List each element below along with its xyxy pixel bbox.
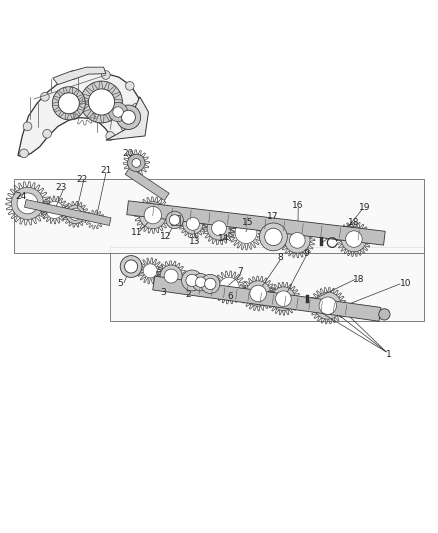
Circle shape — [41, 92, 49, 101]
Text: 18: 18 — [353, 275, 364, 284]
Circle shape — [46, 201, 63, 219]
Text: 10: 10 — [400, 279, 412, 288]
Text: 8: 8 — [277, 253, 283, 262]
Circle shape — [250, 285, 266, 302]
Text: 3: 3 — [160, 288, 166, 297]
Circle shape — [186, 274, 198, 287]
Circle shape — [106, 132, 115, 140]
Text: 20: 20 — [122, 149, 133, 158]
Circle shape — [205, 278, 216, 289]
Circle shape — [120, 256, 142, 277]
Circle shape — [235, 222, 257, 244]
Bar — [321, 237, 323, 246]
Circle shape — [17, 193, 38, 214]
Circle shape — [219, 277, 239, 297]
Text: 17: 17 — [267, 212, 278, 221]
Circle shape — [116, 105, 141, 130]
Circle shape — [182, 270, 202, 291]
Circle shape — [160, 265, 182, 287]
Circle shape — [81, 81, 122, 123]
Circle shape — [164, 269, 178, 283]
Circle shape — [201, 274, 220, 294]
Text: 24: 24 — [16, 192, 27, 201]
Text: 22: 22 — [77, 175, 88, 184]
Circle shape — [113, 107, 123, 117]
Circle shape — [170, 215, 180, 225]
Polygon shape — [110, 247, 424, 321]
Text: 18: 18 — [348, 219, 360, 228]
Circle shape — [20, 149, 28, 158]
Circle shape — [69, 71, 78, 79]
Circle shape — [66, 205, 85, 223]
Circle shape — [166, 211, 184, 229]
Polygon shape — [127, 201, 385, 245]
Circle shape — [121, 123, 130, 132]
Circle shape — [285, 228, 310, 253]
Circle shape — [314, 292, 341, 319]
Text: 5: 5 — [117, 279, 123, 288]
Polygon shape — [125, 167, 169, 200]
Text: 2: 2 — [186, 290, 191, 300]
Circle shape — [143, 264, 157, 278]
Circle shape — [276, 291, 291, 306]
Text: 13: 13 — [189, 237, 201, 246]
Polygon shape — [106, 97, 148, 140]
Polygon shape — [14, 180, 424, 254]
Circle shape — [272, 287, 295, 311]
Circle shape — [183, 214, 203, 234]
Circle shape — [192, 273, 209, 291]
Circle shape — [265, 228, 282, 246]
Polygon shape — [53, 67, 106, 85]
Circle shape — [144, 206, 162, 224]
Text: 12: 12 — [160, 232, 172, 241]
Text: 23: 23 — [56, 183, 67, 192]
Circle shape — [121, 110, 135, 124]
Circle shape — [246, 281, 271, 306]
Circle shape — [290, 232, 305, 248]
Text: 7: 7 — [237, 267, 243, 276]
Circle shape — [102, 71, 110, 79]
Circle shape — [259, 223, 287, 251]
Circle shape — [69, 208, 81, 220]
Bar — [171, 215, 180, 225]
Text: 1: 1 — [386, 350, 392, 359]
Text: 19: 19 — [359, 203, 371, 212]
Circle shape — [109, 102, 127, 122]
Circle shape — [207, 216, 231, 240]
Text: 15: 15 — [242, 219, 254, 228]
Text: 11: 11 — [131, 228, 142, 237]
Circle shape — [319, 297, 336, 314]
Circle shape — [23, 122, 32, 131]
Circle shape — [195, 277, 206, 287]
Circle shape — [346, 231, 362, 247]
Circle shape — [11, 188, 43, 220]
Text: 16: 16 — [292, 201, 303, 210]
Bar — [306, 295, 309, 303]
Circle shape — [58, 93, 79, 114]
Circle shape — [43, 130, 51, 138]
Text: 21: 21 — [100, 166, 112, 175]
Circle shape — [132, 103, 141, 112]
Circle shape — [124, 260, 138, 273]
Circle shape — [127, 154, 145, 172]
Circle shape — [212, 221, 226, 236]
Circle shape — [341, 227, 367, 252]
Polygon shape — [25, 199, 111, 225]
Polygon shape — [153, 276, 381, 321]
Text: 6: 6 — [227, 293, 233, 302]
Text: 9: 9 — [303, 249, 309, 258]
Circle shape — [132, 158, 141, 167]
Circle shape — [88, 89, 115, 115]
Text: 14: 14 — [218, 233, 229, 243]
Polygon shape — [18, 73, 140, 157]
Circle shape — [379, 309, 390, 320]
Circle shape — [125, 82, 134, 90]
Circle shape — [186, 217, 199, 230]
Circle shape — [139, 201, 166, 229]
Circle shape — [52, 87, 85, 120]
